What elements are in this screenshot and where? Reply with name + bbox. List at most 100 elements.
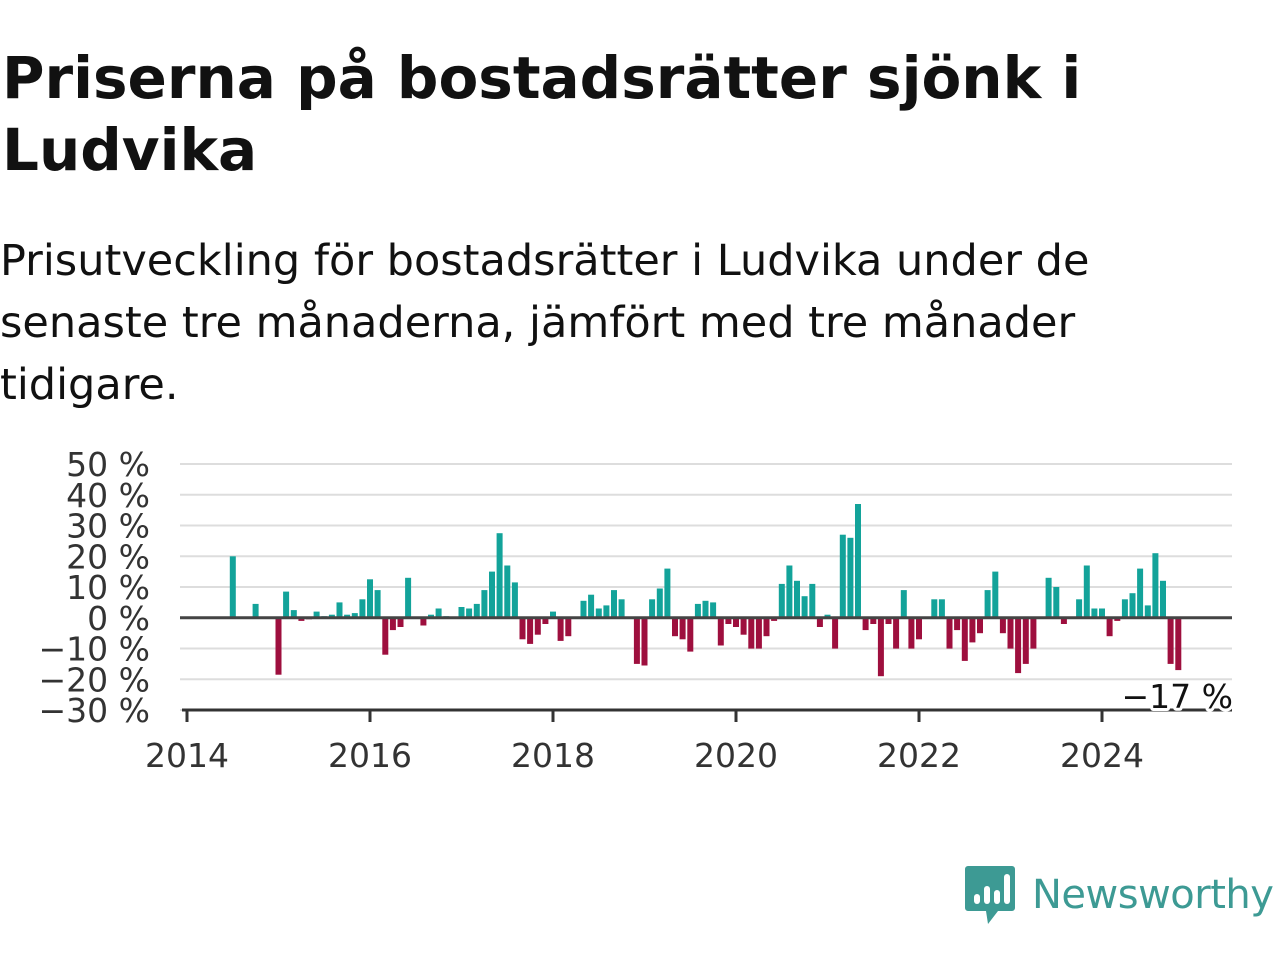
bar xyxy=(656,588,663,618)
gridlines xyxy=(180,463,1232,711)
bar xyxy=(382,617,389,655)
bar xyxy=(862,617,869,631)
bar xyxy=(855,504,861,618)
bar xyxy=(931,599,938,618)
bar xyxy=(313,611,320,618)
bar xyxy=(367,579,373,618)
bar xyxy=(679,617,686,640)
bar xyxy=(580,600,587,618)
x-tick-label: 2020 xyxy=(694,736,778,775)
bar xyxy=(359,599,366,618)
newsworthy-logo: Newsworthy xyxy=(964,864,1274,926)
y-tick-label: 30 % xyxy=(66,507,150,546)
bar xyxy=(1007,617,1014,649)
bar xyxy=(252,603,259,618)
bar xyxy=(984,590,991,618)
y-tick-label: −30 % xyxy=(39,691,151,730)
bar-chart: 50 %40 %30 %20 %10 %0 %−10 %−20 %−30 % 2… xyxy=(39,445,1237,775)
y-tick-label: 20 % xyxy=(66,537,150,576)
bar xyxy=(504,565,511,618)
bar xyxy=(336,602,343,618)
bar xyxy=(603,605,610,618)
bar xyxy=(900,590,907,618)
bar xyxy=(1053,587,1060,618)
bar xyxy=(702,600,709,618)
bar xyxy=(1045,577,1052,618)
bar xyxy=(786,565,793,618)
bar xyxy=(748,617,755,649)
bar xyxy=(1030,617,1037,649)
bar xyxy=(733,617,739,627)
last-value-annotation: −17 % xyxy=(1122,677,1234,716)
y-axis-labels: 50 %40 %30 %20 %10 %0 %−10 %−20 %−30 % xyxy=(39,445,151,730)
bar xyxy=(374,590,381,618)
bar xyxy=(633,617,640,664)
bar xyxy=(473,603,480,618)
bar xyxy=(664,568,671,618)
bar xyxy=(389,617,396,631)
bar xyxy=(397,617,404,627)
y-tick-label: 0 % xyxy=(87,599,150,638)
chart-title: Priserna på bostadsrätter sjönk i Ludvik… xyxy=(2,44,1082,184)
bar xyxy=(351,613,358,618)
bar xyxy=(1060,617,1067,624)
bar xyxy=(229,556,236,618)
bar xyxy=(290,610,297,618)
y-tick-label: −20 % xyxy=(39,660,151,699)
bar xyxy=(1121,599,1128,618)
x-axis: 2014 2016 2018 2020 2022 2024 xyxy=(145,708,1232,775)
bar xyxy=(481,590,488,618)
bar xyxy=(877,617,884,677)
bar xyxy=(908,617,915,649)
bar xyxy=(763,617,770,637)
bar xyxy=(1015,617,1022,674)
bar xyxy=(641,617,648,666)
x-tick-label: 2022 xyxy=(877,736,961,775)
x-tick-label: 2024 xyxy=(1060,736,1144,775)
bar xyxy=(946,617,953,649)
bar xyxy=(550,611,556,618)
bar xyxy=(870,617,877,624)
y-tick-label: 10 % xyxy=(66,568,150,607)
bar xyxy=(1114,617,1121,621)
bar xyxy=(588,594,595,618)
bar xyxy=(1167,617,1174,664)
bar xyxy=(1106,617,1113,637)
bar xyxy=(1160,580,1166,618)
bar xyxy=(999,617,1006,634)
bar xyxy=(916,617,922,640)
bar xyxy=(1091,608,1098,618)
bar xyxy=(489,571,495,618)
bar xyxy=(1137,568,1144,618)
bar xyxy=(534,617,541,635)
bar xyxy=(1076,599,1083,618)
bar xyxy=(519,617,526,640)
bar xyxy=(458,607,465,618)
bar xyxy=(1083,565,1090,618)
bar xyxy=(809,583,816,618)
bar xyxy=(298,617,305,621)
bar xyxy=(687,617,694,652)
bar xyxy=(954,617,961,631)
bar xyxy=(794,580,800,618)
bar xyxy=(611,590,617,618)
bar xyxy=(557,617,564,641)
bar xyxy=(1022,617,1029,664)
chart-subtitle: Prisutveckling för bostadsrätter i Ludvi… xyxy=(0,236,1090,410)
bar xyxy=(527,617,534,644)
bar xyxy=(710,602,717,618)
bar xyxy=(275,617,282,675)
bar xyxy=(694,603,701,618)
annotation: −17 % xyxy=(1119,674,1237,719)
y-tick-label: 50 % xyxy=(66,445,150,484)
bar xyxy=(1129,593,1136,618)
bar xyxy=(977,617,983,634)
bar xyxy=(755,617,762,649)
bar xyxy=(420,617,427,626)
bar xyxy=(771,617,778,621)
bar xyxy=(885,617,892,624)
bar xyxy=(649,599,656,618)
y-tick-label: −10 % xyxy=(39,630,151,669)
bar xyxy=(595,608,602,618)
bar xyxy=(816,617,823,627)
